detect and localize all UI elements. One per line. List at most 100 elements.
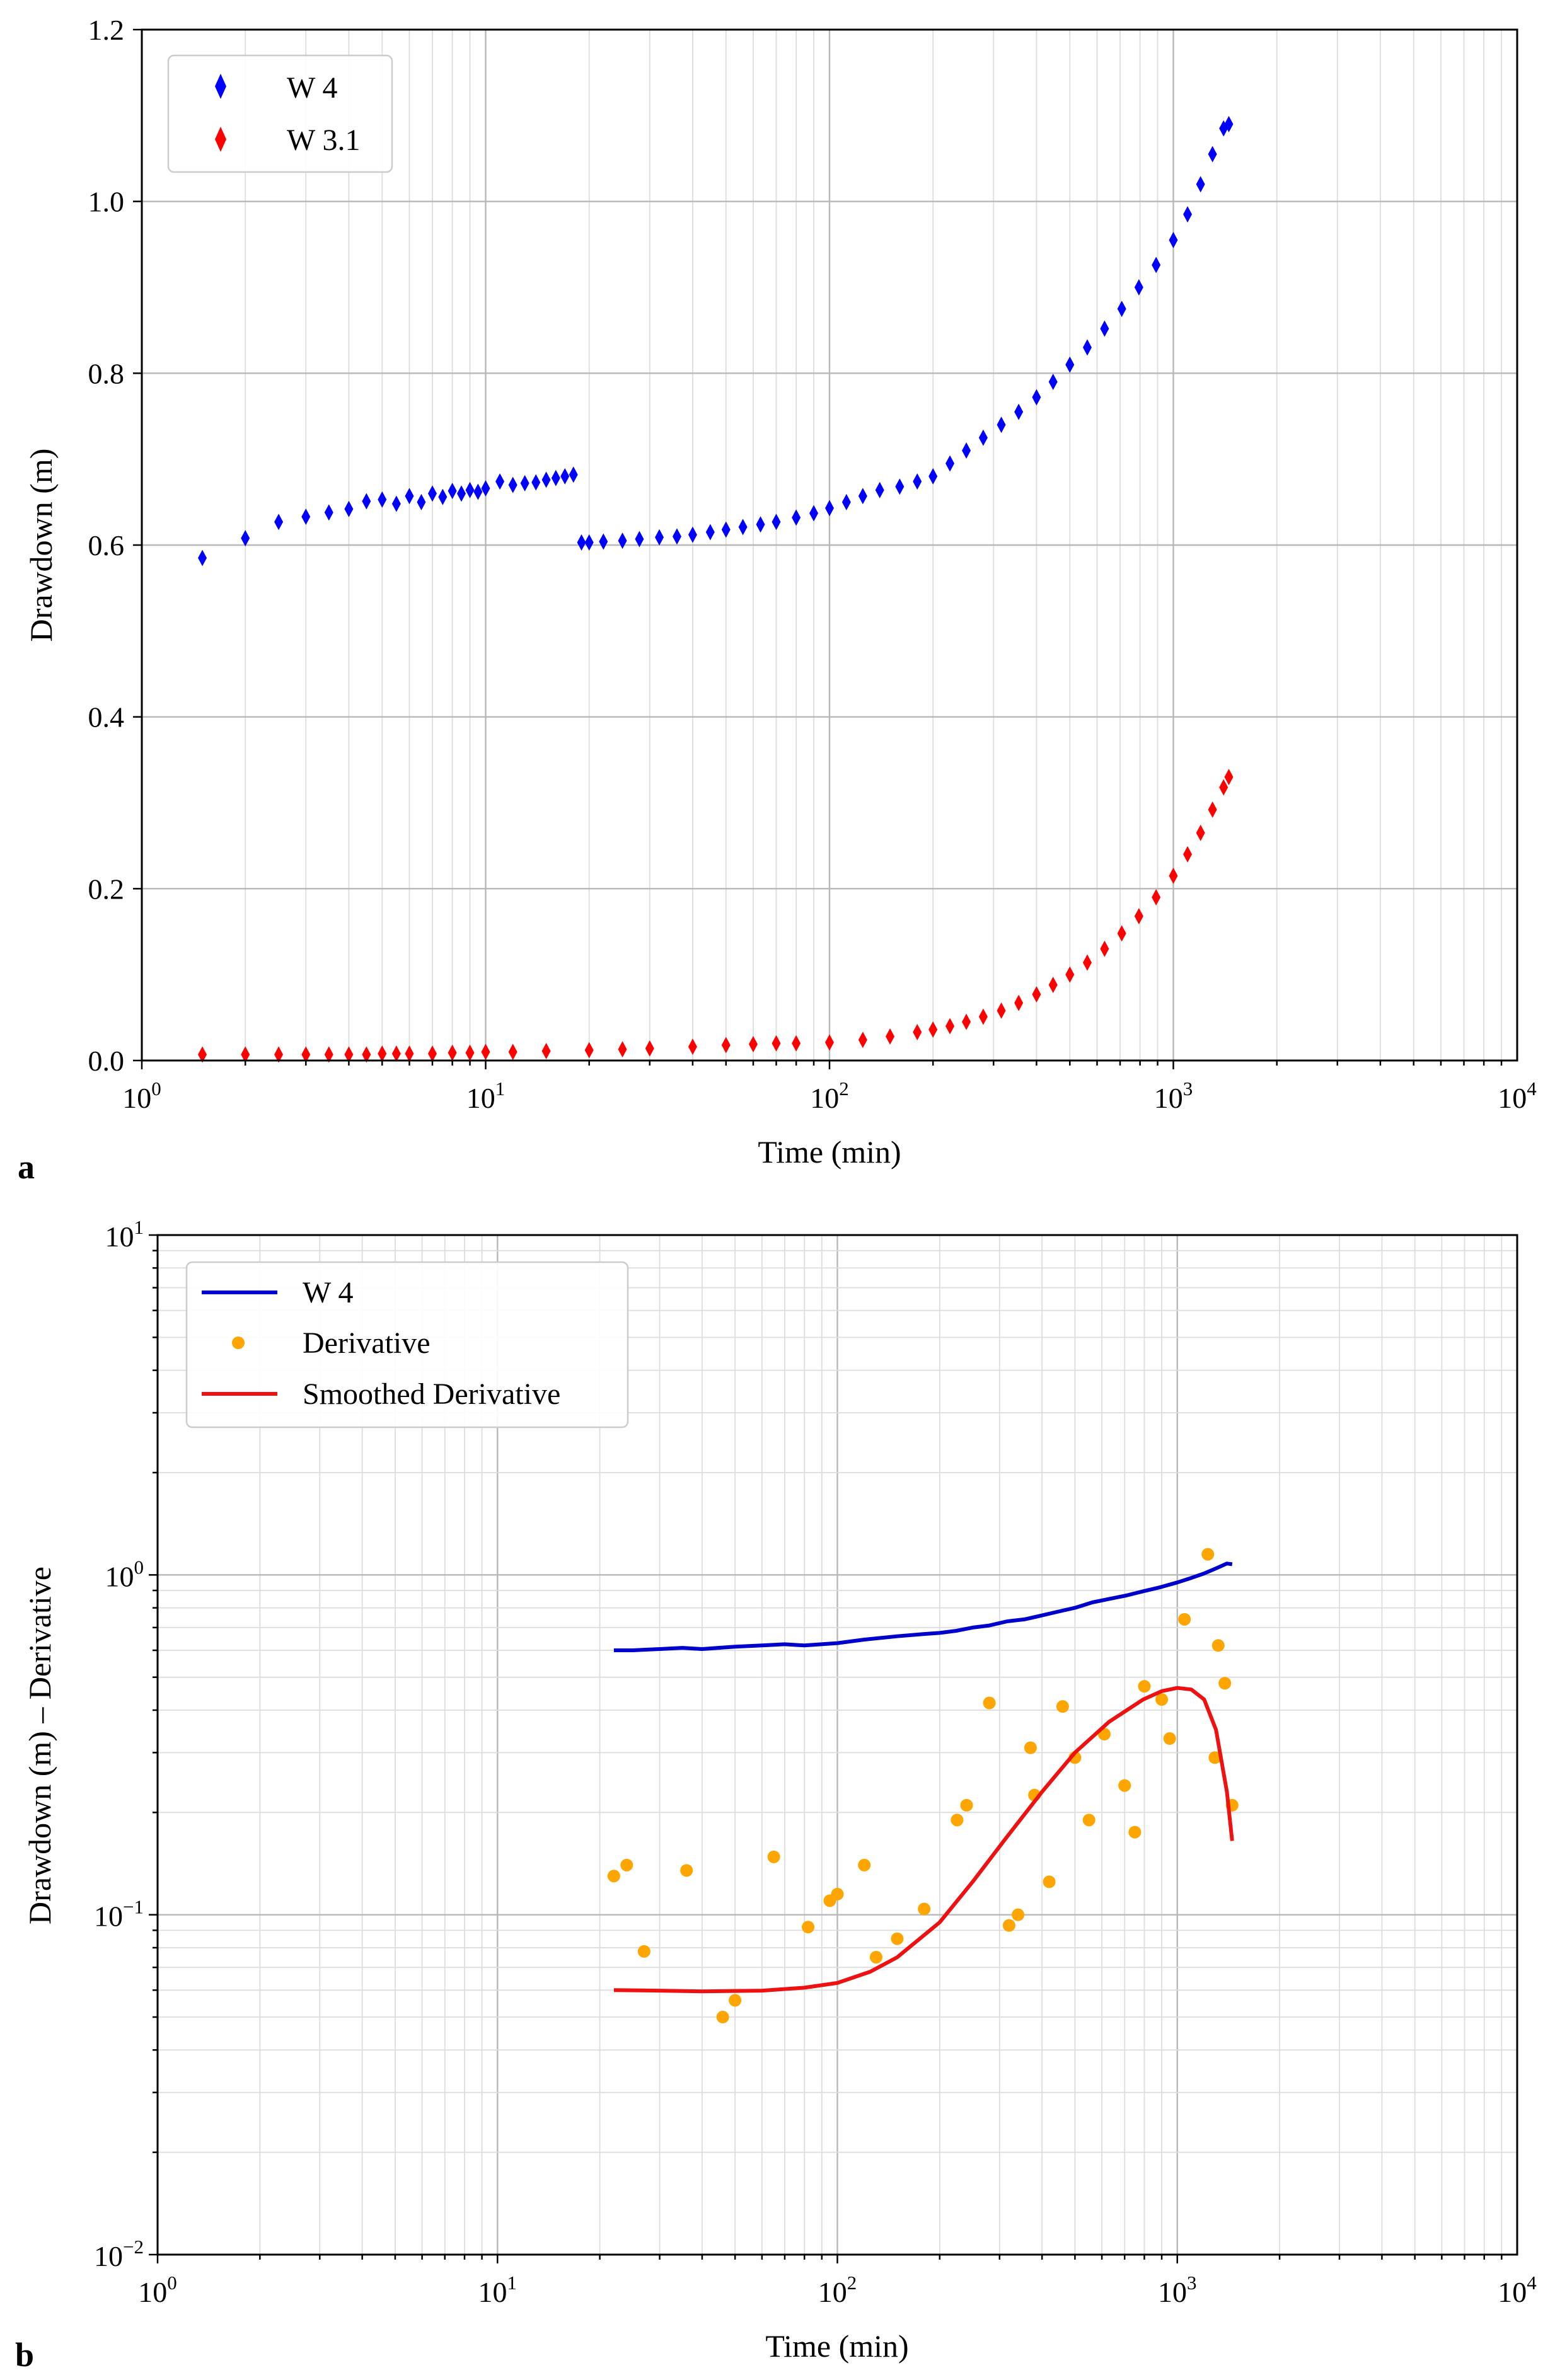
data-point [241, 530, 250, 547]
panel-a-y-tick-label: 0.4 [88, 701, 125, 733]
series-w-4 [198, 115, 1234, 566]
data-point [584, 534, 594, 551]
data-point [1118, 1779, 1131, 1792]
panel-b-y-axis-label: Drawdown (m) – Derivative [22, 1567, 57, 1924]
data-point [1152, 256, 1161, 273]
data-point [551, 469, 560, 486]
panel-b-y-tick-label-exponent: 0 [134, 1556, 144, 1578]
panel-a-x-tick-label-exponent: 2 [839, 1078, 849, 1100]
data-point [405, 1045, 414, 1062]
data-point [792, 1035, 801, 1052]
panel-b-x-tick-label-base: 10 [478, 2276, 507, 2308]
data-point [945, 1018, 955, 1035]
data-point [344, 500, 354, 517]
data-point [962, 1013, 971, 1030]
data-point [391, 1045, 401, 1062]
data-point [913, 1024, 922, 1041]
data-point [716, 2011, 729, 2024]
data-point [378, 491, 387, 508]
data-point [465, 481, 475, 498]
data-point [688, 526, 697, 543]
data-point [1196, 176, 1205, 193]
data-point [875, 481, 884, 498]
data-point [945, 455, 955, 472]
panel-b-y-tick-label-base: 10 [94, 1900, 123, 1933]
data-point [1134, 279, 1143, 296]
data-point [1178, 1613, 1191, 1626]
data-point [688, 1038, 697, 1055]
data-point [569, 466, 578, 483]
panel-a-x-tick-label-exponent: 0 [151, 1078, 161, 1100]
data-point [705, 524, 715, 541]
data-point [767, 1850, 780, 1863]
series-line [613, 1686, 1234, 1994]
data-point [1155, 1693, 1169, 1706]
panel-b-y-tick-label-base: 10 [105, 1560, 134, 1592]
data-point [858, 1032, 867, 1049]
data-point [448, 483, 457, 500]
data-point [1065, 356, 1075, 373]
data-point [792, 509, 801, 526]
legend-w4-marker [215, 74, 226, 99]
data-point [756, 516, 765, 533]
panel-a-x-tick-label: 102 [810, 1078, 849, 1114]
data-point [1032, 986, 1041, 1003]
data-point [729, 1994, 742, 2007]
data-point [978, 1008, 988, 1025]
data-point [1224, 115, 1234, 132]
panel-b-data-series [607, 1548, 1239, 2024]
panel-b-y-tick-label: 101 [105, 1216, 144, 1253]
data-point [721, 521, 731, 538]
data-point [831, 1887, 844, 1900]
data-point [417, 493, 426, 510]
data-point [1117, 301, 1126, 318]
data-point [391, 495, 401, 512]
data-point [1082, 1814, 1095, 1827]
panel-a-legend: W 4 W 3.1 [167, 54, 393, 173]
data-point [802, 1921, 815, 1934]
panel-b-y-tick-label-exponent: 1 [134, 1216, 144, 1238]
data-point [599, 533, 608, 550]
data-point [1082, 339, 1092, 356]
panel-b-x-tick-label: 102 [818, 2272, 857, 2308]
panel-a-letter: a [18, 1148, 35, 1186]
data-point [635, 531, 644, 548]
legend-w4-label: W 4 [287, 71, 337, 105]
data-point [886, 1028, 895, 1045]
data-point [655, 529, 664, 546]
data-point [541, 471, 551, 488]
data-point [618, 1041, 627, 1058]
data-point [520, 474, 529, 492]
panel-a-x-tick-label-exponent: 4 [1527, 1078, 1537, 1100]
panel-a-x-tick-label: 101 [466, 1078, 506, 1114]
panel-a-y-axis-label: Drawdown (m) [23, 449, 59, 642]
data-point [1218, 1677, 1232, 1690]
data-point [456, 485, 466, 502]
data-point [1208, 1751, 1222, 1764]
panel-b-y-tick-label-exponent: −2 [123, 2236, 144, 2258]
data-point [951, 1814, 964, 1827]
data-point [1169, 867, 1178, 884]
data-point [1208, 801, 1217, 818]
panel-a-x-tick-label-exponent: 3 [1183, 1078, 1193, 1100]
data-point [274, 514, 284, 531]
data-point [584, 1042, 594, 1059]
panel-b-x-tick-label-exponent: 0 [167, 2272, 177, 2294]
panel-b-x-tick-label-base: 10 [1498, 2276, 1527, 2308]
data-point [637, 1945, 650, 1958]
data-point [841, 493, 851, 510]
data-point [301, 509, 311, 526]
data-point [438, 488, 448, 505]
data-point [1211, 1639, 1225, 1652]
panel-b-y-tick-label-base: 10 [105, 1221, 134, 1253]
data-point [772, 514, 781, 531]
data-point [721, 1037, 731, 1054]
panel-a-x-tick-label: 100 [122, 1078, 161, 1114]
data-point [1100, 320, 1109, 337]
panel-a-x-tick-label-base: 10 [466, 1082, 495, 1114]
panel-a-data-series [198, 115, 1234, 1063]
panel-b-letter: b [15, 2336, 34, 2374]
panel-a-y-tick-label: 1.2 [88, 14, 125, 46]
